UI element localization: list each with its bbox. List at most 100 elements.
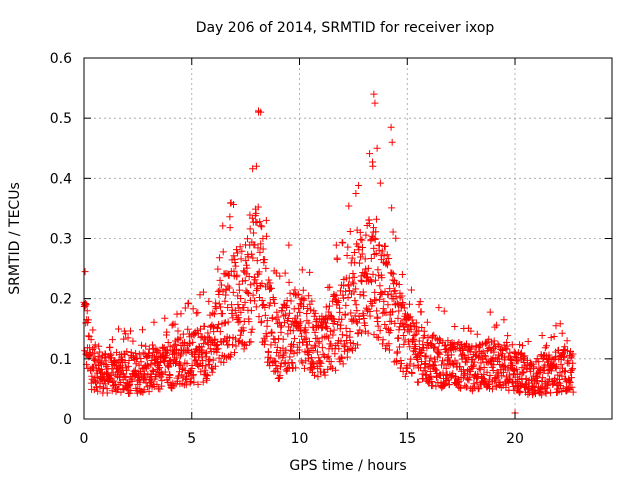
data-point <box>300 364 308 372</box>
data-point <box>470 380 478 388</box>
data-point <box>286 289 294 297</box>
data-point <box>567 374 575 382</box>
data-point <box>149 349 157 357</box>
y-tick-label: 0.5 <box>50 111 72 127</box>
data-point <box>92 378 100 386</box>
data-point <box>477 341 485 349</box>
data-point <box>333 255 341 263</box>
data-point <box>284 315 292 323</box>
data-point <box>149 366 157 374</box>
data-point <box>261 304 269 312</box>
data-point <box>503 342 511 350</box>
data-point <box>389 276 397 284</box>
data-point <box>372 228 380 236</box>
data-point <box>209 356 217 364</box>
data-point <box>354 242 362 250</box>
data-point <box>225 284 233 292</box>
data-point <box>129 354 137 362</box>
data-point <box>495 351 503 359</box>
data-point <box>405 300 413 308</box>
data-point <box>381 321 389 329</box>
data-point <box>277 363 285 371</box>
data-point <box>426 368 434 376</box>
data-point <box>213 341 221 349</box>
data-point <box>172 340 180 348</box>
data-point <box>353 319 361 327</box>
data-point <box>376 179 384 187</box>
data-point <box>233 249 241 257</box>
data-point <box>407 325 415 333</box>
data-point <box>251 297 259 305</box>
data-point <box>418 324 426 332</box>
data-point <box>272 362 280 370</box>
data-point <box>275 352 283 360</box>
data-point <box>190 378 198 386</box>
data-point <box>290 349 298 357</box>
data-point <box>303 310 311 318</box>
data-point <box>311 371 319 379</box>
data-point <box>248 250 256 258</box>
data-point <box>343 251 351 259</box>
data-point <box>492 383 500 391</box>
data-point <box>314 373 322 381</box>
data-point <box>350 249 358 257</box>
data-point <box>549 380 557 388</box>
data-point <box>332 366 340 374</box>
data-point <box>338 354 346 362</box>
data-point <box>219 248 227 256</box>
data-point <box>214 324 222 332</box>
data-point <box>163 347 171 355</box>
data-point <box>123 366 131 374</box>
data-point <box>311 309 319 317</box>
data-point <box>248 325 256 333</box>
data-point <box>532 390 540 398</box>
data-point <box>142 342 150 350</box>
data-point <box>209 309 217 317</box>
data-point <box>342 301 350 309</box>
data-point <box>283 303 291 311</box>
data-point <box>232 262 240 270</box>
data-point <box>349 339 357 347</box>
data-point <box>560 368 568 376</box>
data-point <box>393 299 401 307</box>
data-point <box>257 108 265 116</box>
data-point <box>338 315 346 323</box>
data-point <box>242 257 250 265</box>
data-point <box>350 288 358 296</box>
data-point <box>342 287 350 295</box>
data-point <box>214 345 222 353</box>
data-point <box>470 358 478 366</box>
data-point <box>305 348 313 356</box>
data-point <box>271 299 279 307</box>
data-point <box>330 292 338 300</box>
data-point <box>414 378 422 386</box>
data-point <box>247 281 255 289</box>
data-point <box>412 343 420 351</box>
data-point <box>412 319 420 327</box>
data-point <box>334 320 342 328</box>
data-point <box>281 269 289 277</box>
data-point <box>456 363 464 371</box>
data-point <box>200 322 208 330</box>
data-point <box>305 292 313 300</box>
data-point <box>110 377 118 385</box>
data-point <box>304 355 312 363</box>
data-point <box>318 324 326 332</box>
data-point <box>177 310 185 318</box>
data-point <box>334 297 342 305</box>
data-point <box>423 318 431 326</box>
data-point <box>397 360 405 368</box>
data-point <box>308 297 316 305</box>
data-point <box>475 364 483 372</box>
data-point <box>292 364 300 372</box>
data-point <box>471 348 479 356</box>
data-point <box>395 307 403 315</box>
data-point <box>215 320 223 328</box>
data-point <box>96 379 104 387</box>
data-point <box>149 341 157 349</box>
data-point <box>138 341 146 349</box>
data-point <box>387 290 395 298</box>
data-point <box>338 331 346 339</box>
data-point <box>483 368 491 376</box>
data-point <box>389 228 397 236</box>
